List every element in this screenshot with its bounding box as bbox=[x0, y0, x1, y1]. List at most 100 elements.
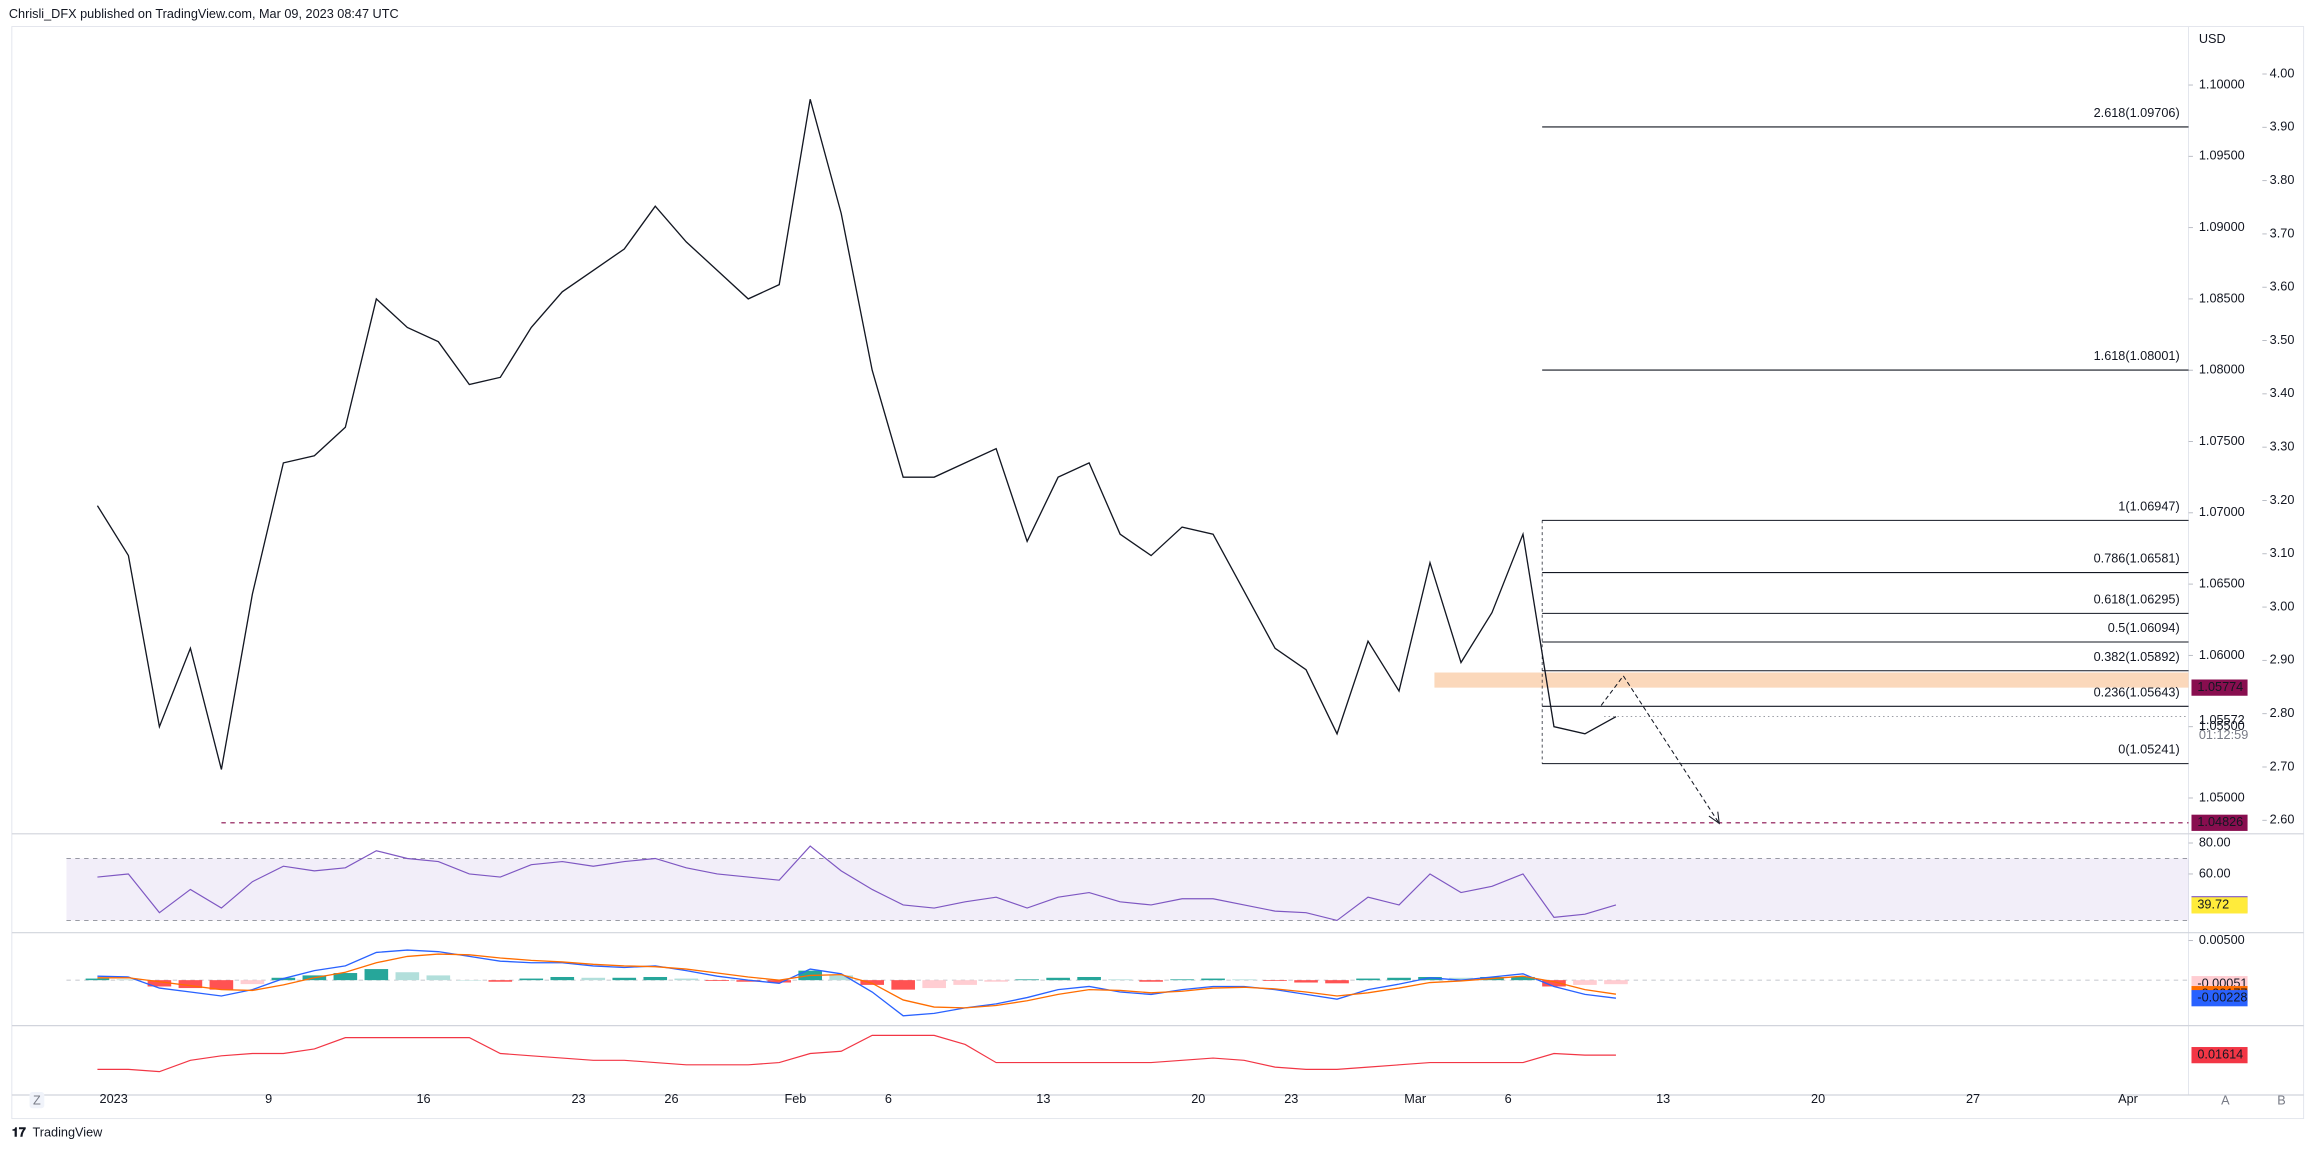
y2-tick-label: 3.10 bbox=[2270, 546, 2295, 560]
projection-arrow bbox=[1600, 675, 1720, 825]
currency-label: USD bbox=[2199, 32, 2226, 46]
macd-histogram-bar bbox=[1015, 979, 1039, 981]
y-tick-label: 1.08000 bbox=[2199, 363, 2245, 377]
macd-histogram-bar bbox=[116, 979, 141, 981]
x-tick-label: 27 bbox=[1966, 1092, 1980, 1106]
macd-histogram-bar bbox=[581, 977, 606, 981]
y-tick-label: 1.05500 bbox=[2199, 719, 2245, 733]
x-tick-label: 23 bbox=[571, 1092, 585, 1106]
fib-label: 1(1.06947) bbox=[2118, 499, 2179, 513]
macd-line bbox=[97, 953, 1617, 1009]
rsi-tick-label: 60.00 bbox=[2199, 866, 2231, 880]
macd-histogram-bar bbox=[85, 978, 110, 981]
y-tick-label: 1.06000 bbox=[2199, 648, 2245, 662]
macd-histogram-bar bbox=[984, 980, 1008, 982]
brand: TradingView bbox=[32, 1126, 103, 1140]
x-tick-label: Apr bbox=[2118, 1092, 2139, 1106]
y-tick-label: 1.07500 bbox=[2199, 434, 2245, 448]
fib-label: 0.5(1.06094) bbox=[2108, 621, 2180, 635]
macd-histogram-bar bbox=[829, 975, 854, 981]
fib-label: 1.618(1.08001) bbox=[2094, 349, 2180, 363]
x-tick-label: Mar bbox=[1404, 1092, 1427, 1106]
publish-header: Chrisli_DFX published on TradingView.com… bbox=[9, 7, 399, 21]
macd-histogram-bar bbox=[1170, 979, 1194, 981]
macd-histogram-bar bbox=[1449, 977, 1473, 981]
price-line bbox=[96, 99, 1617, 770]
macd-histogram-bar bbox=[426, 975, 451, 981]
macd-histogram-bar bbox=[891, 980, 915, 990]
macd-histogram-bar bbox=[953, 980, 977, 985]
x-tick-label: 23 bbox=[1284, 1092, 1298, 1106]
macd-histogram-bar bbox=[1325, 980, 1349, 984]
macd-histogram-bar bbox=[240, 980, 265, 985]
macd-histogram-bar bbox=[519, 978, 544, 981]
brand-logo-mark: 𝟏𝟕 bbox=[12, 1126, 27, 1140]
price-badge-label: -0.00228 bbox=[2197, 991, 2247, 1005]
fib-label: 0.236(1.05643) bbox=[2094, 685, 2180, 699]
y2-tick-label: 4.00 bbox=[2270, 66, 2295, 80]
price-badge bbox=[2191, 1047, 2248, 1064]
macd-histogram-bar bbox=[1232, 979, 1256, 981]
supply-zone bbox=[1434, 672, 2189, 688]
rsi-line bbox=[97, 845, 1617, 922]
y2-tick-label: 3.70 bbox=[2270, 226, 2295, 240]
last-price-label: 1.05572 bbox=[2199, 713, 2245, 727]
log-scale-button[interactable]: B bbox=[2277, 1093, 2285, 1107]
price-badge bbox=[2191, 897, 2248, 914]
macd-histogram-bar bbox=[767, 980, 792, 983]
x-tick-label: 26 bbox=[664, 1092, 678, 1106]
macd-line bbox=[97, 949, 1617, 1017]
x-tick-label: 6 bbox=[885, 1092, 892, 1106]
countdown: 01:12:59 bbox=[2199, 728, 2248, 742]
y-tick-label: 1.09000 bbox=[2199, 220, 2245, 234]
x-tick-label: 6 bbox=[1505, 1092, 1512, 1106]
x-tick-label: 13 bbox=[1656, 1092, 1670, 1106]
macd-histogram-bar bbox=[1077, 976, 1101, 981]
macd-histogram-bar bbox=[736, 980, 761, 982]
y2-tick-label: 2.80 bbox=[2270, 706, 2295, 720]
macd-histogram-bar bbox=[178, 980, 203, 989]
macd-histogram-bar bbox=[1356, 978, 1380, 981]
y-tick-label: 1.10000 bbox=[2199, 77, 2245, 91]
macd-histogram-bar bbox=[1139, 980, 1163, 982]
macd-histogram-bar bbox=[1511, 976, 1535, 981]
y2-tick-label: 3.40 bbox=[2270, 386, 2295, 400]
y2-tick-label: 3.50 bbox=[2270, 333, 2295, 347]
fib-label: 0.618(1.06295) bbox=[2094, 592, 2180, 606]
rsi-tick-label: 80.00 bbox=[2199, 835, 2231, 849]
y2-tick-label: 3.80 bbox=[2270, 173, 2295, 187]
macd-histogram-bar bbox=[1108, 979, 1132, 981]
y2-tick-label: 3.20 bbox=[2270, 493, 2295, 507]
fib-label: 2.618(1.09706) bbox=[2094, 106, 2180, 120]
y-tick-label: 1.07000 bbox=[2199, 505, 2245, 519]
y2-tick-label: 3.90 bbox=[2270, 120, 2295, 134]
macd-histogram-bar bbox=[1294, 980, 1318, 983]
price-badge-label: 0.01614 bbox=[2197, 1048, 2243, 1062]
macd-histogram-bar bbox=[612, 977, 637, 981]
macd-histogram-bar bbox=[1046, 977, 1070, 981]
macd-histogram-bar bbox=[1573, 980, 1597, 985]
x-tick-label: Feb bbox=[785, 1092, 807, 1106]
macd-histogram-bar bbox=[209, 980, 234, 990]
y2-tick-label: 3.30 bbox=[2270, 440, 2295, 454]
button[interactable] bbox=[29, 1092, 45, 1109]
y-tick-label: 1.08500 bbox=[2199, 291, 2245, 305]
macd-histogram-bar bbox=[1263, 980, 1287, 981]
macd-histogram-bar bbox=[1604, 980, 1628, 985]
macd-histogram-bar bbox=[147, 980, 172, 987]
macd-histogram-bar bbox=[922, 980, 946, 989]
y2-tick-label: 2.60 bbox=[2270, 813, 2295, 827]
price-badge-label: 1.05774 bbox=[2197, 680, 2243, 694]
fib-label: 0(1.05241) bbox=[2118, 743, 2179, 757]
price-badge-label: 39.72 bbox=[2197, 898, 2229, 912]
x-tick-label: 20 bbox=[1811, 1092, 1825, 1106]
auto-scale-button[interactable]: A bbox=[2221, 1093, 2230, 1107]
y2-tick-label: 3.00 bbox=[2270, 599, 2295, 613]
macd-histogram-bar bbox=[550, 976, 575, 981]
macd-histogram-bar bbox=[674, 978, 699, 981]
macd-histogram-bar bbox=[333, 973, 358, 981]
zoom-button[interactable]: Z bbox=[33, 1093, 41, 1107]
